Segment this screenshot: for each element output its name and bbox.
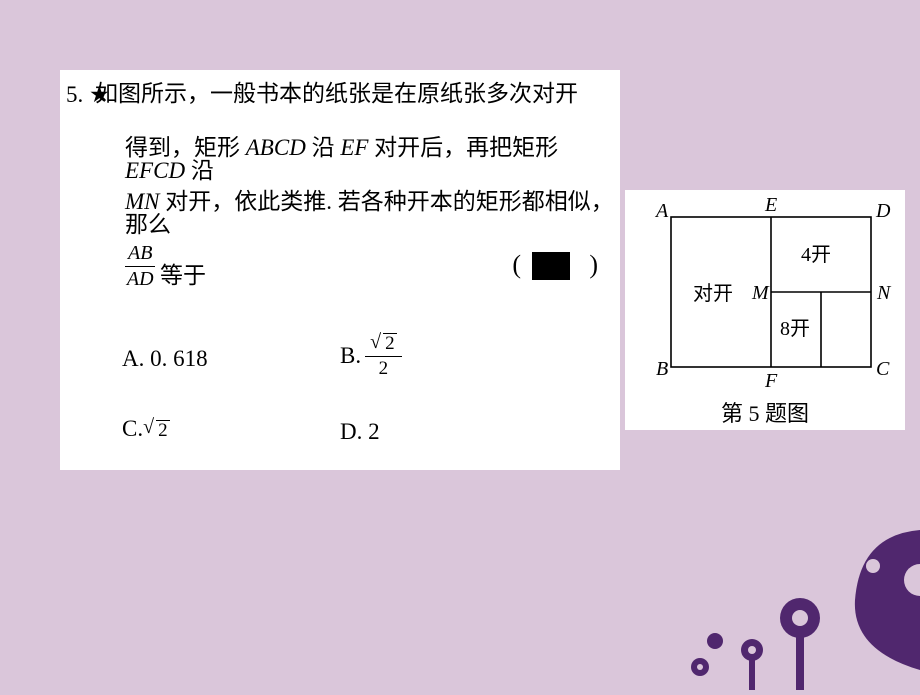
label-M: M — [751, 282, 770, 304]
question-panel: 5. ★ 如图所示，一般书本的纸张是在原纸张多次对开 得到，矩形 ABCD 沿 … — [60, 70, 620, 470]
label-4kai: 4开 — [801, 244, 831, 266]
label-duikai: 对开 — [693, 282, 733, 305]
label-F: F — [764, 370, 778, 390]
option-a[interactable]: A. 0. 618 — [122, 346, 208, 372]
question-line2: 得到，矩形 ABCD 沿 EF 对开后，再把矩形 EFCD 沿 — [125, 136, 620, 182]
figure-caption: 第 5 题图 — [625, 396, 905, 428]
answer-paren-left: ( — [512, 250, 523, 280]
answer-paren-right: ) — [589, 250, 600, 280]
fraction-after: 等于 — [160, 256, 206, 290]
label-N: N — [876, 282, 892, 304]
fraction-ab-ad: AB AD — [125, 242, 155, 291]
figure-diagram: A B C D E F M N 对开 4开 8开 — [631, 195, 899, 390]
decorative-corner — [620, 470, 920, 690]
label-D: D — [875, 200, 891, 222]
option-c[interactable]: C. 2 — [122, 416, 170, 442]
label-E: E — [764, 195, 777, 216]
label-C: C — [876, 358, 890, 380]
question-line1: 如图所示，一般书本的纸张是在原纸张多次对开 — [95, 82, 578, 105]
label-B: B — [656, 358, 668, 380]
answer-blackbox — [532, 252, 570, 280]
figure-panel: A B C D E F M N 对开 4开 8开 第 5 题图 — [625, 190, 905, 430]
label-8kai: 8开 — [780, 318, 810, 340]
option-b[interactable]: B. 2 2 — [340, 331, 402, 380]
option-d[interactable]: D. 2 — [340, 419, 380, 445]
label-A: A — [654, 200, 669, 222]
question-line3: MN 对开，依此类推. 若各种开本的矩形都相似，那么 — [125, 190, 620, 236]
